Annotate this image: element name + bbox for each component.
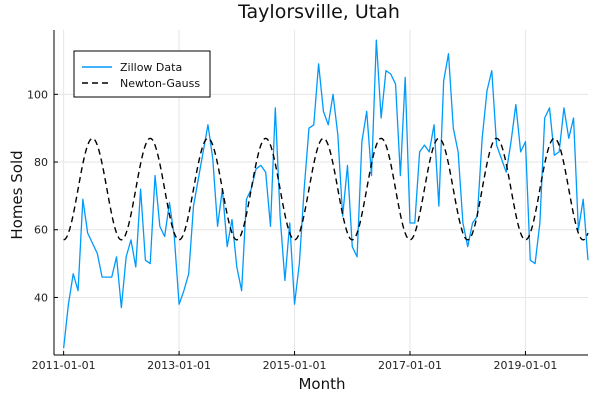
x-tick-label: 2019-01-01: [493, 359, 557, 372]
y-tick-label: 40: [34, 291, 48, 304]
x-axis-title: Month: [298, 375, 345, 393]
x-tick-label: 2013-01-01: [147, 359, 211, 372]
y-axis-ticks: 40 60 80 100: [27, 88, 58, 304]
x-axis-ticks: 2011-01-01 2013-01-01 2015-01-01 2017-01-01…: [32, 351, 557, 372]
legend-label-zillow-data: Zillow Data: [120, 61, 182, 74]
x-tick-label: 2011-01-01: [32, 359, 96, 372]
series-layer: [62, 39, 589, 349]
y-tick-label: 60: [34, 224, 48, 237]
y-tick-label: 100: [27, 88, 48, 101]
legend-box: [73, 50, 211, 98]
y-axis-title: Homes Sold: [8, 150, 26, 239]
series-line-newton-gauss: [63, 137, 589, 241]
y-tick-label: 80: [34, 156, 48, 169]
chart-title: Taylorsville, Utah: [237, 1, 400, 23]
x-tick-label: 2017-01-01: [378, 359, 442, 372]
legend-label-newton-gauss: Newton-Gauss: [120, 77, 200, 90]
x-tick-label: 2015-01-01: [263, 359, 327, 372]
series-line-zillow-data: [62, 39, 589, 349]
legend: Zillow Data Newton-Gauss: [73, 50, 211, 98]
